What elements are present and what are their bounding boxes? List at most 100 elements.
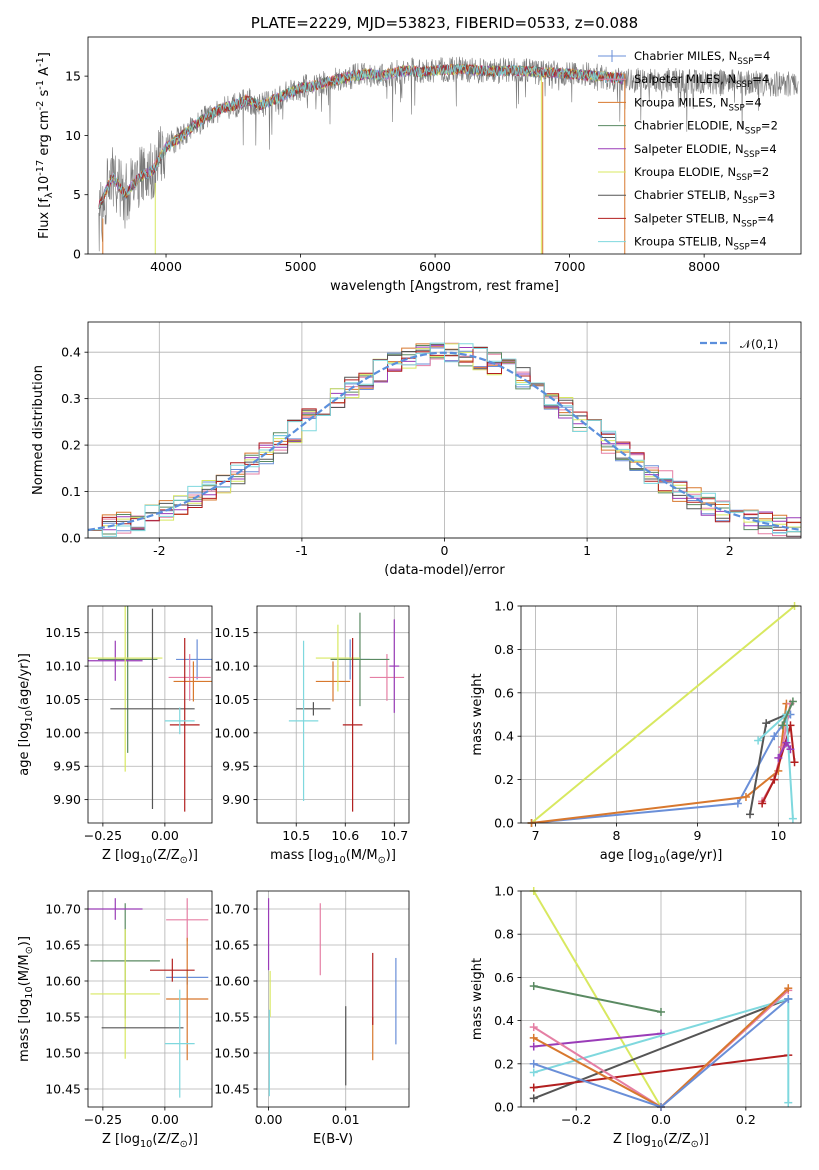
y-tick-label: 0.1 (61, 484, 81, 499)
y-tick-label: 0.4 (494, 729, 514, 744)
y-tick-label: 9.95 (222, 759, 250, 774)
legend-label: Kroupa MILES, NSSP=4 (634, 95, 762, 113)
y-tick-label: 0.0 (494, 816, 514, 831)
spectrum-model-line (98, 64, 624, 210)
y-tick-label: 10.60 (45, 974, 81, 989)
y-tick-label: 0.0 (61, 531, 81, 546)
axes-frame (87, 605, 213, 824)
x-tick-label: 5000 (285, 259, 317, 274)
axes-frame (87, 321, 802, 539)
mass-vs-EBV-axes: 0.00 0.01 10.45 10.50 10.55 10.60 10.65 10.70 E(… (214, 890, 410, 1147)
y-tick-label: 9.90 (53, 792, 81, 807)
x-tick-label: 7 (532, 828, 540, 843)
spectrum-model-line (98, 63, 624, 209)
y-tick-label: 0.4 (61, 345, 81, 360)
y-axis-label: Normed distribution (31, 365, 46, 495)
chart-title: PLATE=2229, MJD=53823, FIBERID=0533, z=0… (251, 14, 638, 32)
age-vs-mass-axes: 10.5 10.6 10.7 9.90 9.95 10.00 10.05 10.10 10.15… (214, 605, 410, 866)
x-tick-label: 0.0 (651, 1112, 671, 1127)
y-tick-label: 0.8 (494, 927, 514, 942)
mass-weight-vs-Z-axes: −0.2 0.0 0.2 0.0 0.2 0.4 0.6 0.8 1.0 Z [log10(Z/Z… (470, 884, 802, 1150)
mass-weight-line (533, 987, 789, 1107)
y-tick-label: 9.90 (222, 792, 250, 807)
axes-frame (87, 890, 213, 1108)
x-tick-label: -1 (296, 543, 308, 558)
age-vs-Z-axes: −0.25 0.00 9.90 9.95 10.00 10.05 10.10 10.15 Z [… (17, 605, 213, 866)
y-tick-label: 10.05 (214, 692, 250, 707)
y-tick-label: 9.95 (53, 759, 81, 774)
x-tick-label: 10.7 (380, 828, 408, 843)
y-tick-label: 10.45 (45, 1082, 81, 1097)
y-tick-label: 10.55 (45, 1010, 81, 1025)
y-tick-label: 5 (73, 187, 81, 202)
x-tick-label: −0.25 (84, 828, 122, 843)
mass-weight-line (533, 1032, 662, 1048)
y-tick-label: 0.2 (61, 438, 81, 453)
spectrum-model-line (98, 63, 624, 209)
mass-weight-line (531, 703, 788, 823)
x-tick-label: −0.25 (84, 1112, 122, 1127)
y-tick-label: 10.70 (45, 902, 81, 917)
legend-label: Salpeter MILES, NSSP=4 (634, 72, 769, 90)
y-tick-label: 10.70 (214, 902, 250, 917)
x-tick-label: 0.2 (736, 1112, 756, 1127)
y-tick-label: 10.00 (214, 725, 250, 740)
y-axis-label: mass weight (470, 673, 485, 755)
y-axis-label: mass [log10(M/M⊙)] (17, 936, 35, 1062)
axes-frame (520, 890, 802, 1108)
mass-weight-line (749, 713, 787, 815)
y-tick-label: 10.65 (214, 938, 250, 953)
x-tick-label: 8 (613, 828, 621, 843)
y-axis-label: Flux [fλ10-17 erg cm-2 s-1 A-1] (35, 52, 55, 239)
x-axis-label: mass [log10(M/M⊙)] (270, 848, 396, 866)
y-tick-label: 0 (73, 247, 81, 262)
x-tick-label: 8000 (688, 259, 720, 274)
y-tick-label: 10.60 (214, 974, 250, 989)
x-axis-label: (data-model)/error (384, 563, 505, 578)
legend-label: Kroupa ELODIE, NSSP=2 (634, 165, 769, 183)
legend-label: Chabrier MILES, NSSP=4 (634, 49, 770, 67)
y-tick-label: 0.6 (494, 970, 514, 985)
residual-histogram-axes: -2 -1 0 1 2 0.0 0.1 0.2 0.3 0.4 (data-model)/error… (31, 321, 802, 578)
legend-label: Chabrier STELIB, NSSP=3 (634, 188, 775, 206)
legend: Chabrier MILES, NSSP=4 Salpeter MILES, NS… (598, 49, 778, 253)
x-tick-label: 0.00 (255, 1112, 283, 1127)
x-tick-label: −0.2 (561, 1112, 591, 1127)
axes-frame (256, 605, 410, 824)
y-tick-label: 0.4 (494, 1013, 514, 1028)
y-tick-label: 10.05 (45, 692, 81, 707)
y-tick-label: 1.0 (494, 884, 514, 899)
x-axis-label: wavelength [Angstrom, rest frame] (330, 279, 559, 294)
x-tick-label: 6000 (419, 259, 451, 274)
mass-vs-Z-axes: −0.25 0.00 10.45 10.50 10.55 10.60 10.65 10.70 Z… (17, 890, 213, 1150)
y-tick-label: 10.10 (214, 659, 250, 674)
y-tick-label: 0.8 (494, 642, 514, 657)
x-tick-label: 0 (441, 543, 449, 558)
spectrum-axes: 4000 5000 6000 7000 8000 0 5 10 15 wavelength [An… (35, 14, 802, 294)
y-tick-label: 10.15 (45, 625, 81, 640)
legend-label: Salpeter ELODIE, NSSP=4 (634, 142, 777, 160)
axes-frame (520, 605, 802, 824)
mass-weight-vs-age-axes: 7 8 9 10 0.0 0.2 0.4 0.6 0.8 1.0 age [log10(age/yr… (470, 599, 802, 866)
x-tick-label: 4000 (150, 259, 182, 274)
x-tick-label: 9 (693, 828, 701, 843)
mass-weight-line (761, 725, 796, 804)
y-tick-label: 10.45 (214, 1082, 250, 1097)
x-tick-label: 2 (726, 543, 734, 558)
y-tick-label: 1.0 (494, 599, 514, 614)
y-tick-label: 15 (65, 69, 81, 84)
y-tick-label: 10.10 (45, 659, 81, 674)
legend-label: Chabrier ELODIE, NSSP=2 (634, 119, 778, 137)
mass-weight-line (533, 1054, 789, 1089)
y-tick-label: 10.50 (45, 1046, 81, 1061)
x-tick-label: 0.00 (151, 828, 179, 843)
x-tick-label: 10.5 (282, 828, 310, 843)
x-axis-label: Z [log10(Z/Z⊙)] (613, 1132, 709, 1150)
y-tick-label: 0.6 (494, 685, 514, 700)
legend-label: Kroupa STELIB, NSSP=4 (634, 235, 767, 253)
mass-weight-line (533, 998, 789, 1107)
legend-label: 𝒩(0,1) (740, 337, 778, 351)
x-tick-label: -2 (153, 543, 165, 558)
y-tick-label: 0.2 (494, 1056, 514, 1071)
